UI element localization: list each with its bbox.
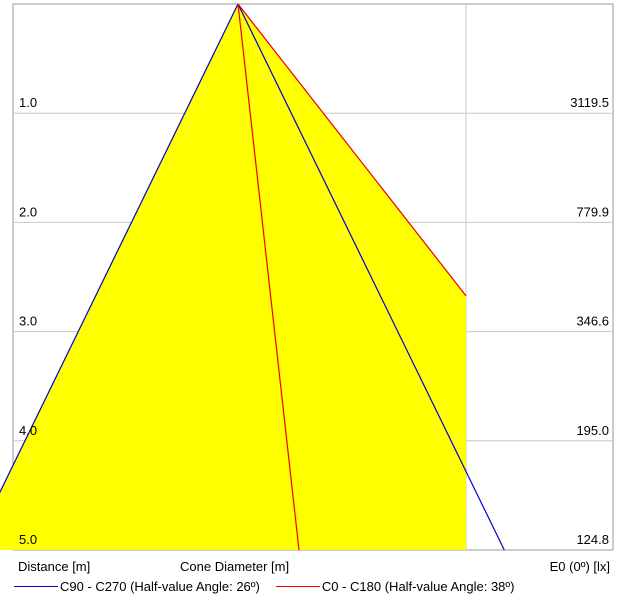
- illuminance-axis-label: E0 (0º) [lx]: [550, 559, 610, 574]
- illuminated-area: [0, 4, 466, 550]
- illuminance-tick-label: 124.8: [576, 532, 609, 547]
- legend-label-c0: C0 - C180 (Half-value Angle: 38º): [321, 578, 515, 594]
- legend-item-c0: C0 - C180 (Half-value Angle: 38º): [275, 578, 515, 594]
- x-axis-label: Cone Diameter [m]: [180, 559, 289, 574]
- c0-cone-right-edge: [237, 3, 467, 297]
- distance-tick-label: 3.0: [19, 314, 37, 329]
- legend: C90 - C270 (Half-value Angle: 26º) C0 - …: [14, 576, 530, 596]
- c0-cone-inner-edge: [237, 3, 300, 551]
- legend-label-c90: C90 - C270 (Half-value Angle: 26º): [60, 578, 260, 594]
- legend-item-c90: C90 - C270 (Half-value Angle: 26º): [14, 579, 260, 594]
- c90-cone-right-edge: [237, 3, 505, 551]
- c90-cone-left-edge: [0, 3, 239, 494]
- illuminance-tick-label: 3119.5: [570, 95, 609, 110]
- illuminance-tick-label: 195.0: [576, 423, 609, 438]
- distance-tick-label: 2.0: [19, 204, 37, 219]
- illuminance-tick-label: 346.6: [576, 314, 609, 329]
- legend-swatch-blue: [14, 585, 58, 587]
- distance-tick-label: 4.0: [19, 423, 37, 438]
- legend-swatch-red: [275, 585, 320, 587]
- illuminance-tick-label: 779.9: [576, 204, 609, 219]
- y-axis-label: Distance [m]: [18, 559, 90, 574]
- distance-tick-label: 1.0: [19, 95, 37, 110]
- distance-tick-label: 5.0: [19, 532, 37, 547]
